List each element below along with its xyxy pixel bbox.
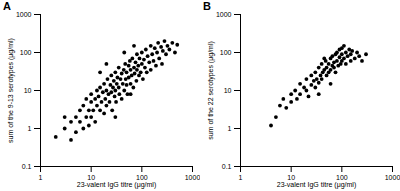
- svg-text:100: 100: [220, 49, 232, 56]
- svg-text:1: 1: [228, 125, 232, 132]
- svg-text:0.1: 0.1: [22, 163, 32, 170]
- svg-text:1: 1: [28, 125, 32, 132]
- svg-text:1: 1: [239, 174, 243, 181]
- html-text:B: B: [203, 0, 211, 12]
- svg-text:1: 1: [39, 174, 43, 181]
- svg-text:sum of the 22 serotypes (μg/ml: sum of the 22 serotypes (μg/ml): [207, 41, 215, 140]
- svg-text:1000: 1000: [216, 11, 232, 18]
- svg-text:23-valent IgG titre (μg/ml): 23-valent IgG titre (μg/ml): [77, 181, 157, 189]
- svg-text:10: 10: [224, 87, 232, 94]
- html-text:A: A: [3, 0, 11, 12]
- svg-text:0.1: 0.1: [222, 163, 232, 170]
- svg-text:10: 10: [287, 174, 296, 182]
- svg-text:100: 100: [136, 174, 148, 182]
- svg-text:10: 10: [24, 87, 32, 94]
- svg-text:sum of the 9-13 serotypes (μg/: sum of the 9-13 serotypes (μg/ml): [7, 38, 15, 143]
- svg-text:1000: 1000: [16, 11, 32, 18]
- svg-text:1000: 1000: [385, 174, 400, 181]
- svg-text:100: 100: [20, 49, 32, 56]
- svg-text:100: 100: [336, 174, 348, 182]
- svg-text:10: 10: [87, 174, 96, 182]
- svg-text:1000: 1000: [185, 174, 200, 181]
- svg-text:23-valent IgG titre (μg/ml): 23-valent IgG titre (μg/ml): [277, 181, 357, 189]
